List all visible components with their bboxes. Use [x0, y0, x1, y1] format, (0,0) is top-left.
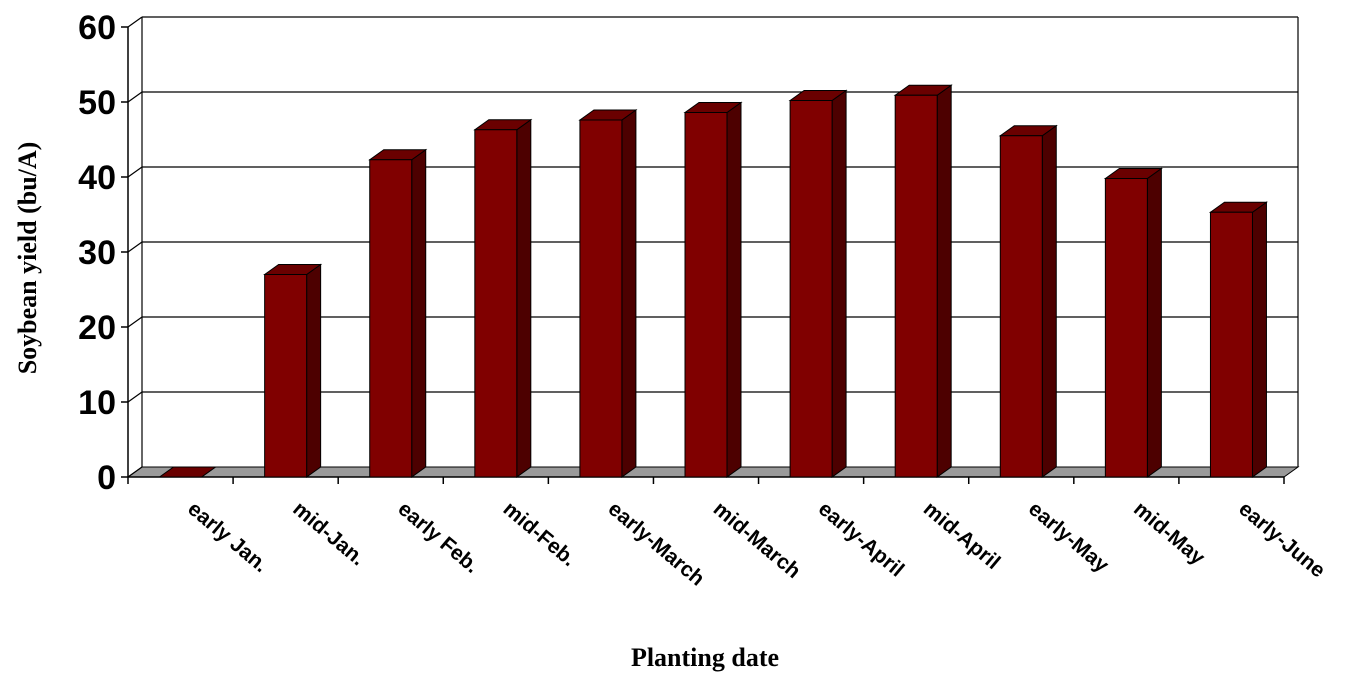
- bar-top: [157, 466, 218, 478]
- gridline-diagonal: [127, 16, 143, 28]
- bar: [893, 84, 953, 478]
- x-category-label: mid-April: [919, 497, 1004, 574]
- bar-side: [516, 118, 532, 478]
- y-tick-label: 30: [78, 234, 116, 272]
- bar: [157, 466, 218, 478]
- x-category-label: mid-March: [709, 497, 805, 583]
- bar-front: [684, 112, 728, 478]
- bar-front: [1104, 178, 1148, 478]
- bar-side: [936, 84, 952, 478]
- bar-front: [579, 119, 623, 478]
- bars: [157, 84, 1269, 478]
- gridline-diagonal: [127, 166, 143, 178]
- bar: [1103, 167, 1163, 478]
- bar-side: [831, 89, 847, 478]
- y-tick-label: 40: [78, 159, 116, 197]
- bar-front: [1209, 211, 1253, 478]
- bar-side: [306, 263, 322, 478]
- bar-front: [369, 159, 413, 478]
- y-tick-label: 0: [97, 459, 116, 497]
- bar-side: [1146, 167, 1162, 478]
- bar: [263, 263, 323, 478]
- y-tick-labels: 0 10 20 30 40 50 60: [78, 9, 116, 497]
- x-category-label: early-March: [604, 497, 709, 590]
- bar-side: [726, 101, 742, 478]
- x-category-label: mid-Feb.: [499, 497, 581, 571]
- x-category-label: early-May: [1024, 497, 1113, 577]
- gridline-diagonal: [127, 391, 143, 403]
- y-tick-label: 10: [78, 384, 116, 422]
- y-axis-title: Soybean yield (bu/A): [13, 142, 42, 375]
- x-axis-title: Planting date: [631, 643, 779, 672]
- bar-side: [1041, 124, 1057, 478]
- bar-front: [264, 274, 308, 478]
- bar-side: [1251, 201, 1267, 478]
- bar: [368, 148, 428, 478]
- bar-front: [474, 129, 518, 478]
- bar: [998, 124, 1058, 478]
- bar: [473, 118, 533, 478]
- bar: [578, 109, 638, 478]
- bar-front: [789, 100, 833, 478]
- bar-front: [999, 135, 1043, 478]
- y-tick-label: 60: [78, 9, 116, 47]
- x-category-label: mid-Jan.: [288, 497, 369, 570]
- x-category-label: early-April: [814, 497, 908, 581]
- bar-front: [894, 94, 938, 478]
- bar-side: [411, 148, 427, 478]
- x-category-label: early-June: [1234, 497, 1329, 582]
- gridline-diagonal: [127, 91, 143, 103]
- x-category-label: early Jan.: [183, 497, 272, 577]
- bar: [683, 101, 743, 478]
- y-tick-label: 20: [78, 309, 116, 347]
- bar: [1208, 201, 1269, 478]
- x-category-label: mid-May: [1129, 497, 1209, 570]
- x-category-labels: early Jan. mid-Jan. early Feb. mid-Feb. earl…: [183, 497, 1329, 590]
- bar-side: [621, 109, 637, 478]
- y-tick-label: 50: [78, 84, 116, 122]
- gridline-diagonal: [127, 316, 143, 328]
- gridline-diagonal: [127, 241, 143, 253]
- x-category-label: early Feb.: [394, 497, 484, 578]
- bar: [788, 89, 848, 478]
- gridline-diagonal: [127, 466, 143, 478]
